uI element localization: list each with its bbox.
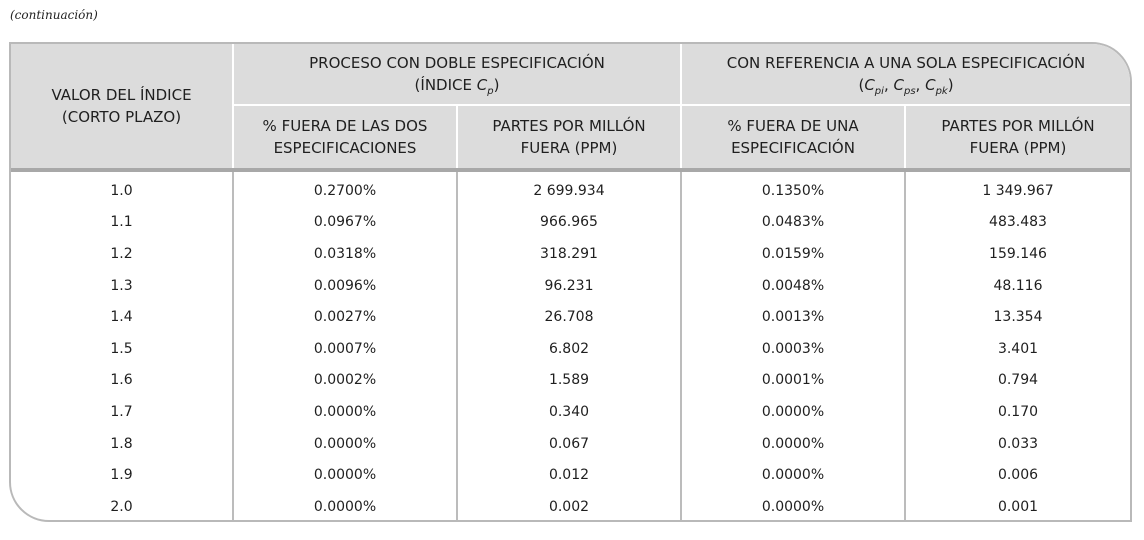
double-spec-index-label: (ÍNDICE Cp) (414, 76, 500, 97)
pct-out-one-cell: 0.0000% (680, 490, 905, 520)
pct-out-both-cell: 0.0318% (232, 238, 457, 270)
index-value-cell: 1.1 (110, 214, 133, 231)
pct-out-one-cell: 0.0048% (680, 269, 905, 302)
table-row: 1.3 0.0096% 96.231 0.0048% 48.116 (11, 269, 1130, 302)
index-column-header: VALOR DEL ÍNDICE (CORTO PLAZO) (11, 44, 233, 172)
ppm-single-cell: 13.354 (903, 301, 1130, 333)
ppm-double-cell: 0.340 (456, 396, 681, 428)
pct-out-both-cell: 0.0000% (232, 427, 457, 460)
pct-out-both-cell: 0.0000% (232, 396, 457, 428)
index-value-cell: 1.8 (110, 435, 133, 452)
ppm-double-cell: 0.002 (456, 490, 681, 520)
pct-out-both-cell: 0.0096% (232, 269, 457, 302)
pct-out-both-cell: 0.0002% (232, 364, 457, 397)
ppm-out-single-header: PARTES POR MILLÓN FUERA (PPM) (903, 104, 1130, 172)
ppm-single-cell: 0.170 (903, 396, 1130, 428)
pct-out-both-cell: 0.0000% (232, 490, 457, 520)
ppm-double-cell: 0.067 (456, 427, 681, 460)
index-value-cell: 2.0 (110, 498, 133, 515)
pct-out-one-cell: 0.0483% (680, 206, 905, 239)
table-row: 1.0 0.2700% 2 699.934 0.1350% 1 349.967 (11, 170, 1130, 207)
index-value-cell: 1.3 (110, 277, 133, 294)
double-spec-group-header: PROCESO CON DOBLE ESPECIFICACIÓN (ÍNDICE… (232, 44, 681, 105)
index-value-cell: 1.9 (110, 467, 133, 484)
single-spec-title: CON REFERENCIA A UNA SOLA ESPECIFICACIÓN (726, 54, 1086, 72)
ppm-double-cell: 26.708 (456, 301, 681, 333)
ppm-double-cell: 6.802 (456, 332, 681, 365)
ppm-double-cell: 96.231 (456, 269, 681, 302)
table-row: 1.9 0.0000% 0.012 0.0000% 0.006 (11, 459, 1130, 491)
ppm-double-cell: 0.012 (456, 459, 681, 491)
index-table-frame: VALOR DEL ÍNDICE (CORTO PLAZO) PROCESO C… (9, 42, 1132, 522)
pct-out-one-spec-header: % FUERA DE UNA ESPECIFICACIÓN (680, 104, 905, 172)
pct-out-one-cell: 0.0000% (680, 427, 905, 460)
table-caption: (continuación) (10, 8, 98, 22)
pct-out-one-cell: 0.0159% (680, 238, 905, 270)
index-value-cell: 1.5 (110, 340, 133, 357)
ppm-single-cell: 0.794 (903, 364, 1130, 397)
table-row: 1.1 0.0967% 966.965 0.0483% 483.483 (11, 206, 1130, 239)
table-row: 1.6 0.0002% 1.589 0.0001% 0.794 (11, 364, 1130, 397)
ppm-single-cell: 159.146 (903, 238, 1130, 270)
index-header-line2: (CORTO PLAZO) (61, 108, 182, 126)
ppm-double-cell: 1.589 (456, 364, 681, 397)
pct-out-both-cell: 0.0027% (232, 301, 457, 333)
ppm-single-cell: 0.033 (903, 427, 1130, 460)
table-header: VALOR DEL ÍNDICE (CORTO PLAZO) PROCESO C… (11, 44, 1130, 172)
double-spec-title: PROCESO CON DOBLE ESPECIFICACIÓN (309, 54, 605, 72)
single-spec-index-label: (Cpi, Cps, Cpk) (858, 76, 954, 97)
single-spec-group-header: CON REFERENCIA A UNA SOLA ESPECIFICACIÓN… (679, 44, 1130, 105)
table-row: 1.7 0.0000% 0.340 0.0000% 0.170 (11, 396, 1130, 428)
pct-out-both-cell: 0.2700% (232, 170, 457, 207)
ppm-single-cell: 0.001 (903, 490, 1130, 520)
ppm-single-cell: 3.401 (903, 332, 1130, 365)
pct-out-both-cell: 0.0007% (232, 332, 457, 365)
capability-index-table: VALOR DEL ÍNDICE (CORTO PLAZO) PROCESO C… (11, 44, 1130, 520)
index-value-cell: 1.0 (110, 182, 133, 199)
ppm-single-cell: 48.116 (903, 269, 1130, 302)
pct-out-one-cell: 0.0000% (680, 396, 905, 428)
ppm-double-cell: 2 699.934 (456, 170, 681, 207)
ppm-single-cell: 1 349.967 (903, 170, 1130, 207)
pct-out-one-cell: 0.0003% (680, 332, 905, 365)
ppm-single-cell: 483.483 (903, 206, 1130, 239)
table-row: 1.8 0.0000% 0.067 0.0000% 0.033 (11, 427, 1130, 460)
index-header-line1: VALOR DEL ÍNDICE (51, 86, 192, 104)
table-row: 2.0 0.0000% 0.002 0.0000% 0.001 (11, 490, 1130, 520)
index-value-cell: 1.6 (110, 372, 133, 389)
index-value-cell: 1.7 (110, 403, 133, 420)
pct-out-one-cell: 0.0013% (680, 301, 905, 333)
ppm-out-double-header: PARTES POR MILLÓN FUERA (PPM) (456, 104, 681, 172)
table-body: 1.0 0.2700% 2 699.934 0.1350% 1 349.967 1.1 0.… (11, 170, 1130, 520)
table-row: 1.2 0.0318% 318.291 0.0159% 159.146 (11, 238, 1130, 270)
ppm-double-cell: 966.965 (456, 206, 681, 239)
pct-out-one-cell: 0.0001% (680, 364, 905, 397)
pct-out-one-cell: 0.0000% (680, 459, 905, 491)
ppm-double-cell: 318.291 (456, 238, 681, 270)
table-row: 1.4 0.0027% 26.708 0.0013% 13.354 (11, 301, 1130, 333)
index-value-cell: 1.4 (110, 309, 133, 326)
pct-out-both-specs-header: % FUERA DE LAS DOS ESPECIFICACIONES (232, 104, 457, 172)
index-value-cell: 1.2 (110, 245, 133, 262)
table-row: 1.5 0.0007% 6.802 0.0003% 3.401 (11, 332, 1130, 365)
pct-out-both-cell: 0.0000% (232, 459, 457, 491)
pct-out-both-cell: 0.0967% (232, 206, 457, 239)
pct-out-one-cell: 0.1350% (680, 170, 905, 207)
ppm-single-cell: 0.006 (903, 459, 1130, 491)
